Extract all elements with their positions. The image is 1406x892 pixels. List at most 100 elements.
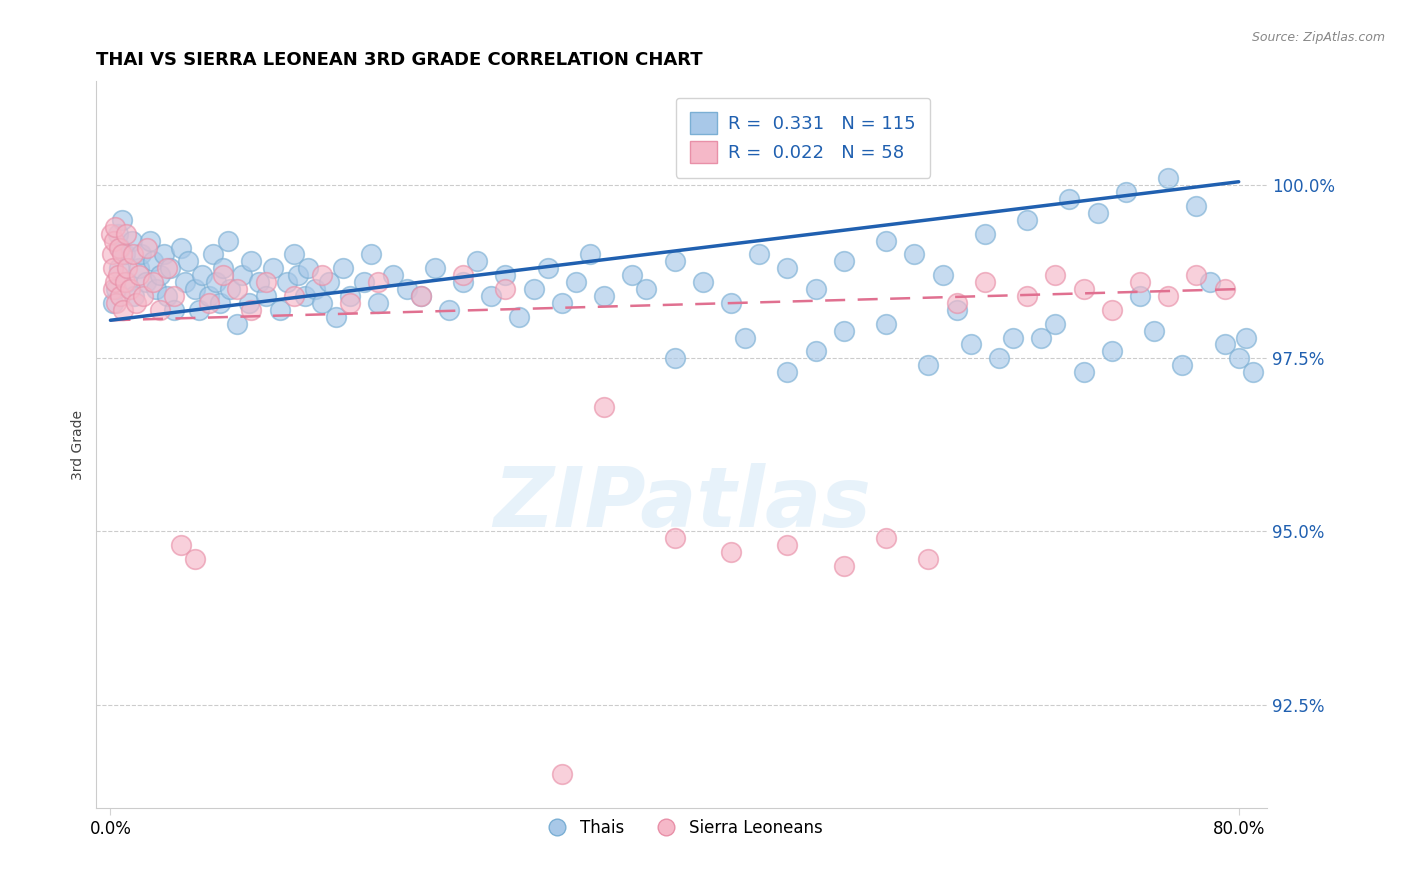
Point bbox=[104, 219, 127, 234]
Point bbox=[111, 247, 134, 261]
Point bbox=[1045, 317, 1067, 331]
Point bbox=[1101, 344, 1123, 359]
Point bbox=[247, 275, 270, 289]
Point bbox=[198, 289, 221, 303]
Point bbox=[1129, 275, 1152, 289]
Point bbox=[804, 282, 827, 296]
Point bbox=[494, 282, 516, 296]
Point bbox=[423, 261, 446, 276]
Point bbox=[188, 302, 211, 317]
Point bbox=[120, 282, 142, 296]
Point bbox=[636, 282, 658, 296]
Point bbox=[1157, 171, 1180, 186]
Point bbox=[479, 289, 502, 303]
Point bbox=[451, 268, 474, 283]
Point bbox=[1059, 192, 1081, 206]
Text: ZIPatlas: ZIPatlas bbox=[492, 463, 870, 543]
Point bbox=[664, 351, 686, 366]
Point bbox=[269, 302, 291, 317]
Point bbox=[1185, 268, 1208, 283]
Point bbox=[170, 241, 193, 255]
Point bbox=[174, 275, 197, 289]
Point bbox=[262, 261, 284, 276]
Point bbox=[105, 282, 128, 296]
Point bbox=[121, 234, 143, 248]
Point bbox=[115, 227, 138, 241]
Point bbox=[110, 289, 132, 303]
Point bbox=[1017, 289, 1039, 303]
Point bbox=[1199, 275, 1222, 289]
Point bbox=[720, 545, 742, 559]
Point bbox=[776, 538, 799, 552]
Point bbox=[332, 261, 354, 276]
Point bbox=[212, 268, 235, 283]
Point bbox=[832, 324, 855, 338]
Point bbox=[139, 234, 162, 248]
Point bbox=[537, 261, 560, 276]
Point bbox=[1129, 289, 1152, 303]
Point bbox=[163, 289, 186, 303]
Point bbox=[108, 241, 131, 255]
Point bbox=[360, 247, 382, 261]
Point bbox=[917, 552, 939, 566]
Point bbox=[1101, 302, 1123, 317]
Point bbox=[149, 268, 172, 283]
Point bbox=[159, 261, 181, 276]
Point bbox=[734, 330, 756, 344]
Point bbox=[107, 268, 129, 283]
Point bbox=[1031, 330, 1053, 344]
Point bbox=[219, 282, 242, 296]
Point bbox=[621, 268, 644, 283]
Point bbox=[105, 296, 128, 310]
Point bbox=[1213, 337, 1236, 351]
Point bbox=[108, 261, 131, 276]
Point bbox=[1002, 330, 1025, 344]
Point bbox=[283, 247, 305, 261]
Point bbox=[142, 275, 165, 289]
Point bbox=[325, 310, 347, 324]
Point bbox=[107, 227, 129, 241]
Point bbox=[1017, 212, 1039, 227]
Point bbox=[163, 302, 186, 317]
Point bbox=[170, 538, 193, 552]
Point bbox=[931, 268, 953, 283]
Point bbox=[240, 254, 263, 268]
Point bbox=[153, 247, 176, 261]
Point bbox=[276, 275, 298, 289]
Point bbox=[112, 302, 135, 317]
Point bbox=[125, 296, 148, 310]
Point bbox=[283, 289, 305, 303]
Legend: Thais, Sierra Leoneans: Thais, Sierra Leoneans bbox=[533, 813, 830, 844]
Point bbox=[318, 275, 340, 289]
Point bbox=[149, 302, 172, 317]
Point bbox=[209, 296, 232, 310]
Point bbox=[1185, 199, 1208, 213]
Point bbox=[381, 268, 404, 283]
Point bbox=[339, 296, 361, 310]
Point bbox=[184, 552, 207, 566]
Point bbox=[664, 254, 686, 268]
Point bbox=[131, 247, 153, 261]
Point bbox=[110, 241, 132, 255]
Point bbox=[1087, 206, 1109, 220]
Point bbox=[776, 261, 799, 276]
Point bbox=[409, 289, 432, 303]
Point bbox=[104, 275, 127, 289]
Point bbox=[1234, 330, 1257, 344]
Point bbox=[297, 261, 319, 276]
Point bbox=[522, 282, 544, 296]
Point bbox=[177, 254, 200, 268]
Point bbox=[311, 268, 333, 283]
Point bbox=[945, 296, 967, 310]
Point bbox=[114, 247, 136, 261]
Point bbox=[959, 337, 981, 351]
Point bbox=[551, 296, 574, 310]
Point bbox=[156, 289, 179, 303]
Point bbox=[117, 261, 139, 276]
Point bbox=[202, 247, 225, 261]
Point bbox=[579, 247, 602, 261]
Point bbox=[226, 282, 249, 296]
Point bbox=[254, 275, 277, 289]
Point bbox=[593, 289, 616, 303]
Point bbox=[832, 559, 855, 574]
